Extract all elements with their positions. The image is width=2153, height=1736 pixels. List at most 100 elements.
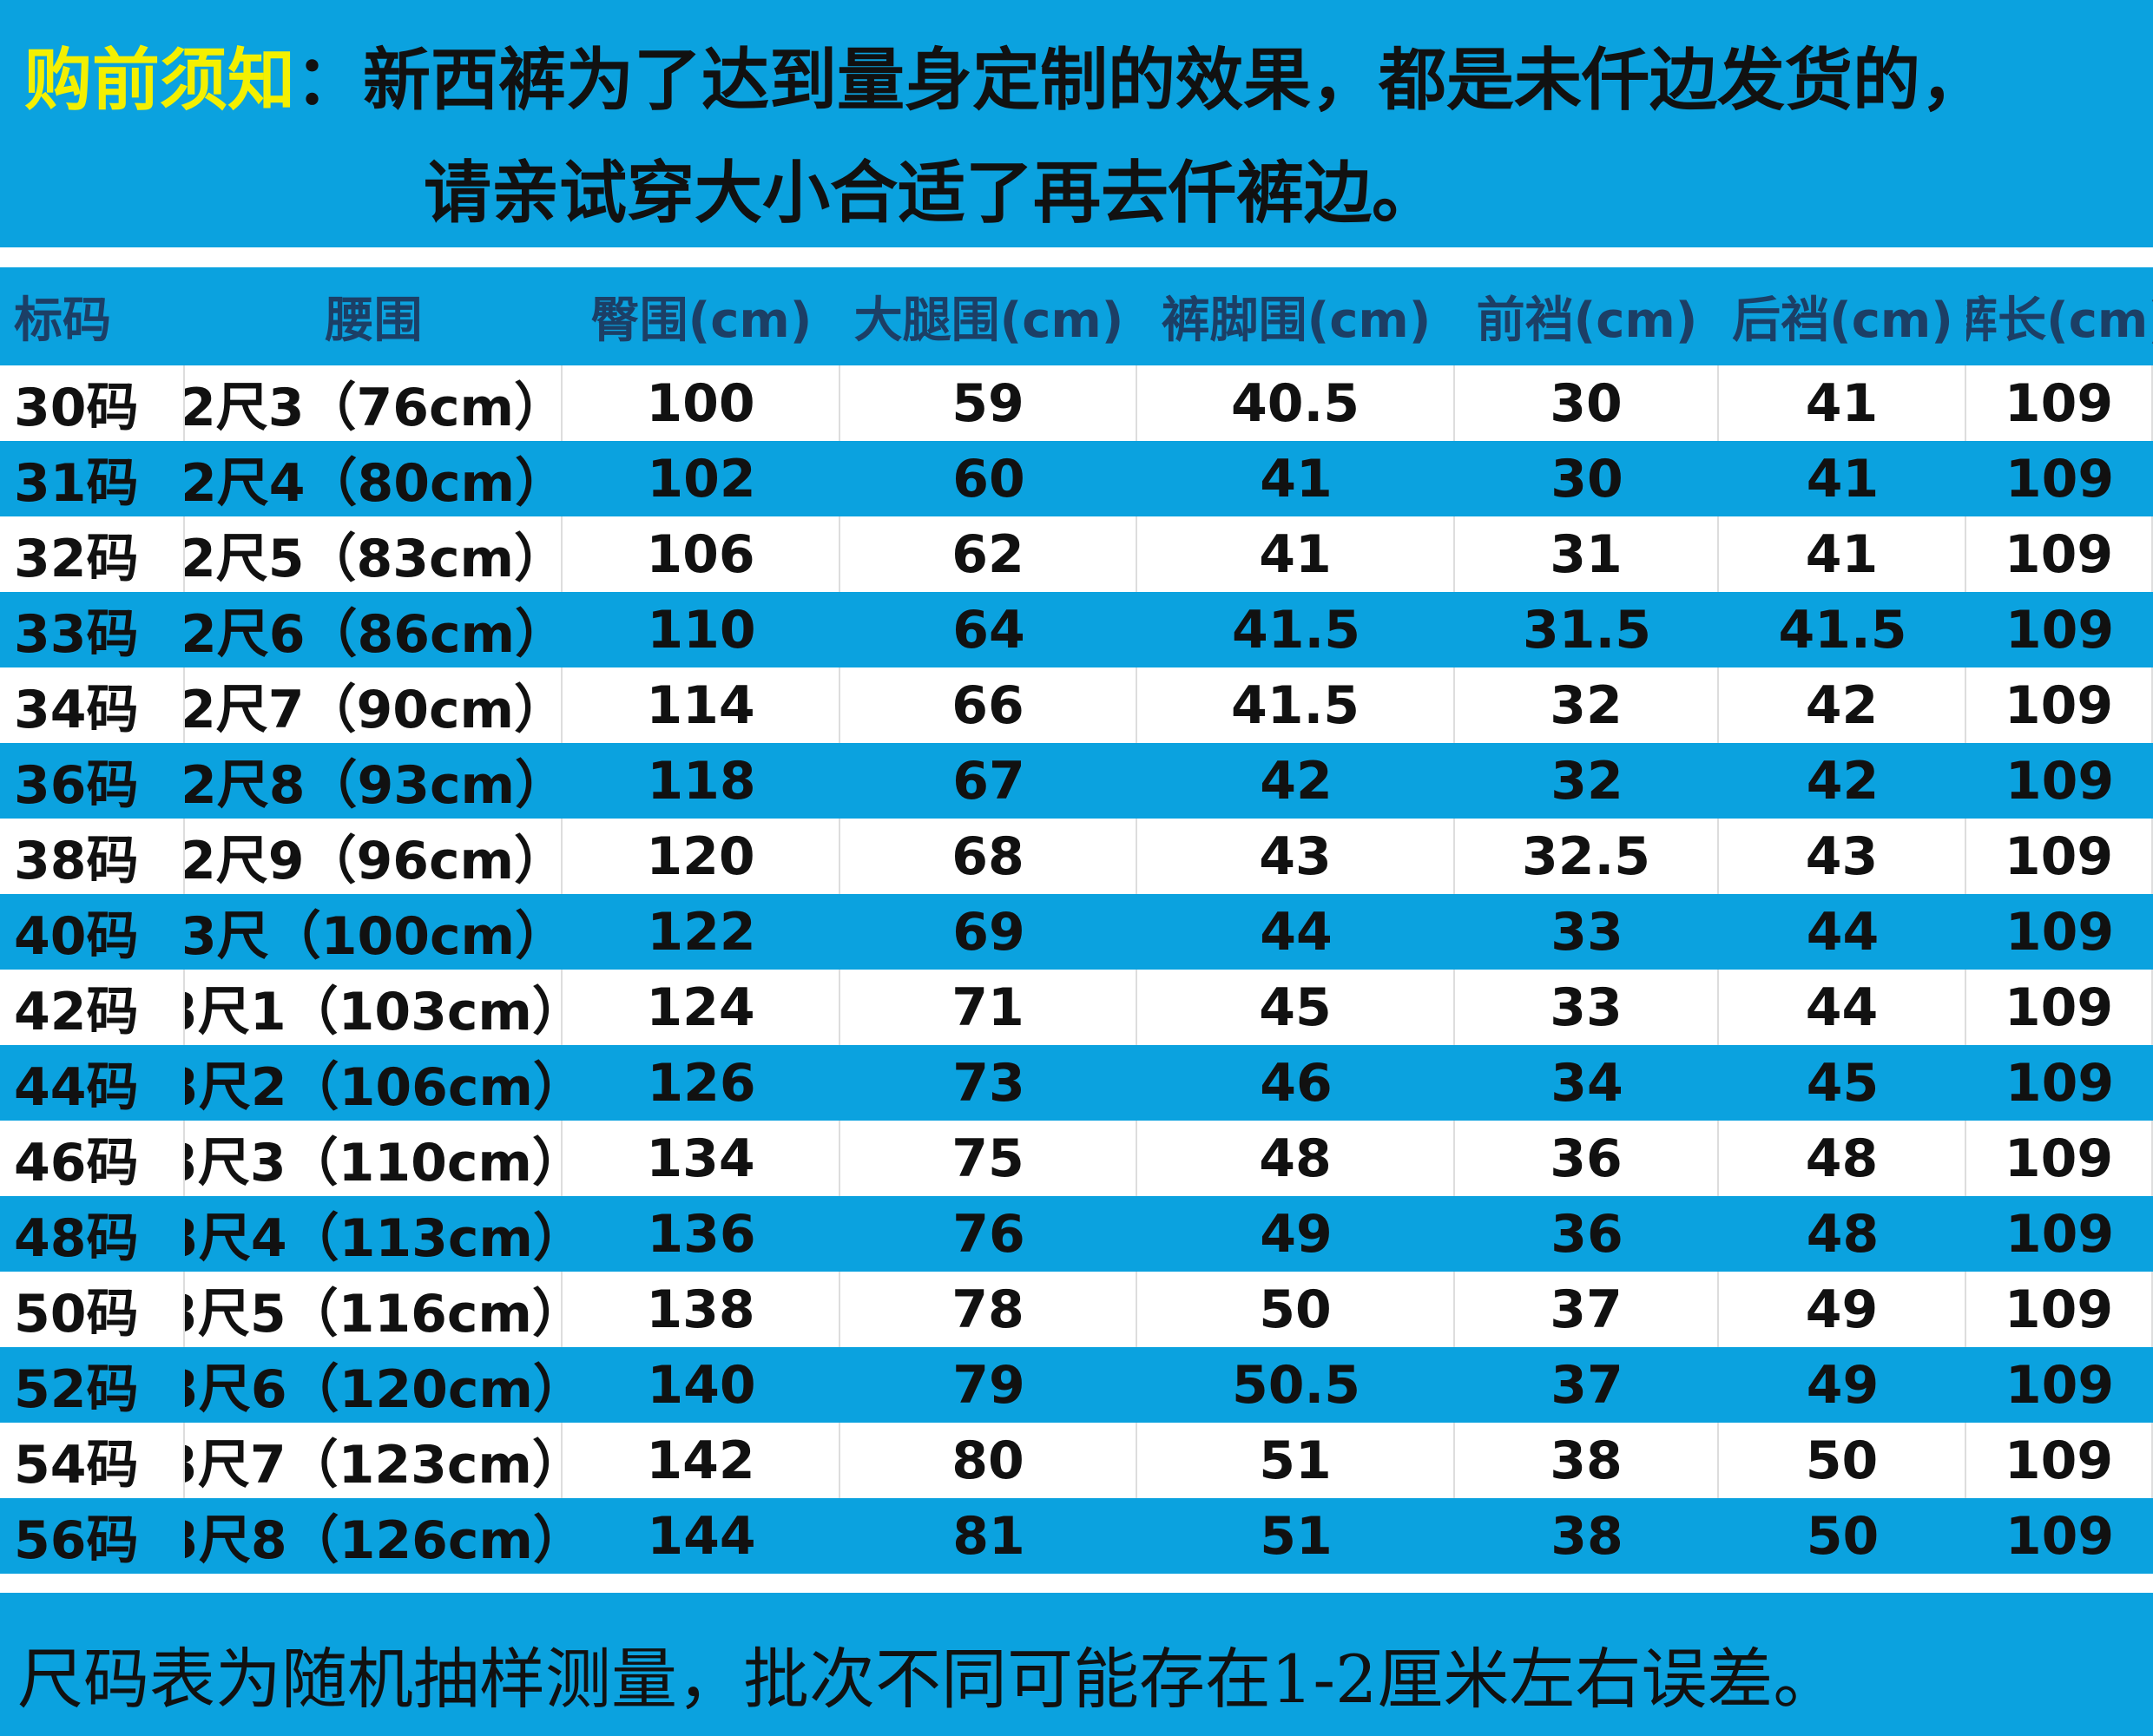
table-row: 34码 2尺7（90cm） 114 66 41.5 32 42 109	[0, 667, 2153, 743]
table-row: 48码 3尺4（113cm） 136 76 49 36 48 109	[0, 1196, 2153, 1272]
table-row: 44码 3尺2（106cm） 126 73 46 34 45 109	[0, 1045, 2153, 1121]
table-cell: 31.5	[1522, 599, 1652, 661]
table-cell: 44	[1719, 970, 1966, 1045]
table-cell: 109	[2005, 1203, 2115, 1265]
table-cell: 40.5	[1137, 365, 1455, 441]
table-cell: 31	[1455, 516, 1719, 592]
table-cell: 31码	[14, 453, 139, 514]
table-cell: 109	[1966, 1121, 2153, 1196]
table-cell: 43	[1137, 819, 1455, 894]
header-row: 标码 腰围 臀围(cm) 大腿围(cm) 裤脚围(cm) 前裆(cm) 后裆(cm) 裤长(c…	[0, 267, 2153, 365]
table-cell: 136	[647, 1203, 756, 1265]
table-cell: 44	[1806, 901, 1880, 963]
footer-text: 尺码表为随机抽样测量，批次不同可能存在1-2厘米左右误差。	[17, 1641, 1840, 1718]
table-cell: 45	[1137, 970, 1455, 1045]
table-row: 32码 2尺5（83cm） 106 62 41 31 41 109	[0, 516, 2153, 592]
table-cell: 76	[952, 1203, 1025, 1265]
table-cell: 75	[840, 1121, 1137, 1196]
table-cell: 42	[1806, 750, 1880, 812]
table-cell: 71	[840, 970, 1137, 1045]
table-cell: 2尺5（83cm）	[185, 516, 563, 592]
table-cell: 80	[840, 1423, 1137, 1498]
table-cell: 122	[647, 901, 756, 963]
table-cell: 110	[647, 599, 756, 661]
table-cell: 109	[1966, 365, 2153, 441]
table-cell: 134	[563, 1121, 840, 1196]
table-cell: 30	[1455, 365, 1719, 441]
table-cell: 30	[1551, 448, 1623, 510]
table-cell: 109	[1966, 1423, 2153, 1498]
table-cell: 81	[952, 1505, 1025, 1567]
table-cell: 56码	[14, 1510, 139, 1571]
table-cell: 109	[2005, 1052, 2115, 1114]
table-cell: 44	[1260, 901, 1333, 963]
table-row: 38码 2尺9（96cm） 120 68 43 32.5 43 109	[0, 819, 2153, 894]
table-cell: 2尺3（76cm）	[185, 365, 563, 441]
table-cell: 48	[1806, 1203, 1880, 1265]
table-cell: 106	[563, 516, 840, 592]
table-cell: 33	[1551, 901, 1623, 963]
table-cell: 109	[1966, 667, 2153, 743]
table-cell: 36码	[14, 755, 139, 816]
table-row: 30码 2尺3（76cm） 100 59 40.5 30 41 109	[0, 365, 2153, 441]
notice-banner: 购前须知：新西裤为了达到量身定制的效果，都是未仟边发货的， 请亲试穿大小合适了再…	[0, 0, 2153, 247]
table-cell: 41	[1806, 448, 1880, 510]
table-cell: 109	[2005, 750, 2115, 812]
table-cell: 78	[840, 1272, 1137, 1347]
table-cell: 3尺7（123cm）	[185, 1423, 563, 1498]
notice-label: 购前须知	[24, 41, 296, 120]
table-row: 40码 3尺（100cm） 122 69 44 33 44 109	[0, 894, 2153, 970]
table-cell: 43	[1719, 819, 1966, 894]
table-cell: 48	[1719, 1121, 1966, 1196]
table-cell: 59	[840, 365, 1137, 441]
table-cell: 109	[1966, 970, 2153, 1045]
table-cell: 2尺9（96cm）	[185, 819, 563, 894]
table-cell: 37	[1551, 1354, 1623, 1416]
table-cell: 144	[647, 1505, 756, 1567]
table-cell: 69	[952, 901, 1025, 963]
table-cell: 42	[1260, 750, 1333, 812]
table-cell: 46	[1260, 1052, 1333, 1114]
table-cell: 40码	[14, 906, 139, 967]
table-cell: 50	[1137, 1272, 1455, 1347]
table-cell: 3尺8（126cm）	[185, 1510, 563, 1571]
table-cell: 32	[1455, 667, 1719, 743]
table-cell: 54码	[0, 1423, 185, 1498]
column-header: 大腿围(cm)	[853, 293, 1124, 349]
table-cell: 33码	[14, 604, 139, 665]
table-cell: 109	[2005, 901, 2115, 963]
column-header: 标码	[14, 293, 111, 349]
table-cell: 100	[563, 365, 840, 441]
table-cell: 2尺6（86cm）	[185, 604, 563, 665]
table-cell: 3尺3（110cm）	[185, 1121, 563, 1196]
notice-line: 购前须知：新西裤为了达到量身定制的效果，都是未仟边发货的，	[24, 26, 1988, 123]
table-row: 56码 3尺8（126cm） 144 81 51 38 50 109	[0, 1498, 2153, 1574]
table-cell: 38码	[0, 819, 185, 894]
table-cell: 118	[647, 750, 756, 812]
table-cell: 41	[1719, 516, 1966, 592]
table-cell: 42	[1719, 667, 1966, 743]
table-row: 33码 2尺6（86cm） 110 64 41.5 31.5 41.5 109	[0, 592, 2153, 667]
table-cell: 34	[1551, 1052, 1623, 1114]
table-cell: 41.5	[1231, 599, 1361, 661]
table-cell: 36	[1551, 1203, 1623, 1265]
table-cell: 62	[840, 516, 1137, 592]
column-header: 臀围(cm)	[590, 293, 813, 349]
table-cell: 42码	[0, 970, 185, 1045]
table-cell: 109	[2005, 1354, 2115, 1416]
table-cell: 41	[1137, 516, 1455, 592]
table-cell: 38	[1551, 1505, 1623, 1567]
table-cell: 41.5	[1137, 667, 1455, 743]
table-cell: 142	[563, 1423, 840, 1498]
table-cell: 109	[2005, 448, 2115, 510]
table-cell: 73	[952, 1052, 1025, 1114]
table-cell: 48码	[14, 1208, 139, 1269]
table-cell: 102	[647, 448, 756, 510]
notice-text: 请亲试穿大小合适了再去仟裤边。	[424, 154, 1440, 233]
column-header: 腰围	[325, 293, 423, 349]
table-cell: 50	[1719, 1423, 1966, 1498]
table-cell: 68	[840, 819, 1137, 894]
